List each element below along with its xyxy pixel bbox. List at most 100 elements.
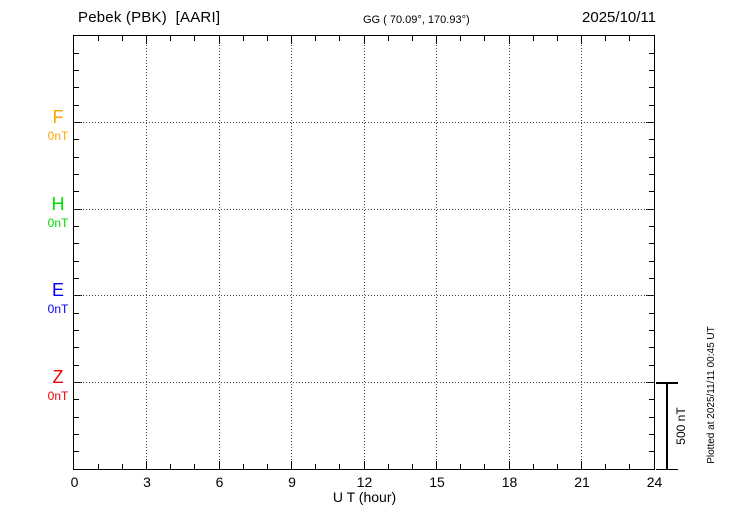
tick-bottom-18h: [508, 461, 510, 469]
tick-top-4h: [170, 36, 172, 41]
tick-right-17: [649, 329, 654, 331]
channel-label-Z: Z: [52, 366, 64, 387]
tick-right-16: [649, 312, 654, 314]
tick-right-18: [649, 347, 654, 349]
scale-bar-vertical-line: [666, 382, 668, 470]
tick-top-21h: [581, 36, 582, 44]
tick-bottom-4h: [170, 464, 172, 469]
gridline-vertical-3h: [146, 36, 147, 469]
scale-bar-bottom-line: [656, 468, 678, 470]
tick-left-4: [74, 104, 79, 106]
tick-left-21: [74, 399, 79, 401]
tick-left-17: [74, 329, 79, 331]
channel-zero-label-F: 0nT: [47, 129, 69, 144]
tick-left-22: [74, 416, 79, 418]
x-tick-label-0: 0: [70, 474, 79, 490]
tick-left-8: [74, 174, 79, 176]
tick-bottom-3h: [146, 461, 147, 469]
tick-bottom-11h: [339, 464, 341, 469]
tick-left-19: [74, 364, 79, 366]
tick-right-1: [649, 52, 654, 54]
gridline-vertical-12h: [363, 36, 365, 469]
tick-bottom-21h: [581, 461, 582, 469]
tick-bottom-23h: [629, 464, 631, 469]
tick-right-4: [649, 104, 654, 106]
tick-top-3h: [146, 36, 147, 44]
tick-left-3: [74, 87, 79, 89]
tick-top-2h: [121, 36, 123, 41]
tick-top-10h: [315, 36, 317, 41]
tick-left-1: [74, 52, 79, 54]
tick-right-14: [649, 277, 654, 279]
tick-left-11: [74, 226, 79, 228]
tick-bottom-22h: [605, 464, 607, 469]
tick-bottom-5h: [194, 464, 196, 469]
tick-bottom-8h: [266, 464, 268, 469]
tick-left-24: [74, 451, 79, 453]
channel-label-H: H: [51, 193, 65, 214]
tick-left-18: [74, 347, 79, 349]
gridline-vertical-6h: [218, 36, 220, 469]
x-tick-label-12: 12: [356, 474, 373, 490]
tick-top-22h: [605, 36, 607, 41]
tick-top-14h: [411, 36, 413, 41]
tick-bottom-17h: [484, 464, 486, 469]
tick-right-21: [649, 399, 654, 401]
plotted-at-note: Plotted at 2025/11/11 00:45 UT: [706, 326, 717, 464]
plot-date: 2025/10/11: [582, 9, 656, 26]
tick-bottom-15h: [436, 461, 437, 469]
tick-right-12: [649, 243, 654, 245]
tick-bottom-6h: [218, 461, 220, 469]
tick-top-17h: [484, 36, 486, 41]
tick-left-12: [74, 243, 79, 245]
tick-left-13: [74, 260, 79, 262]
plot-area: [73, 35, 655, 470]
tick-top-16h: [460, 36, 462, 41]
scale-bar-label: 500 nT: [674, 407, 688, 445]
station-title: Pebek (PBK) [AARI]: [78, 9, 221, 26]
tick-top-20h: [556, 36, 558, 41]
tick-right-8: [649, 174, 654, 176]
gridline-vertical-21h: [581, 36, 582, 469]
tick-left-14: [74, 277, 79, 279]
tick-top-1h: [97, 36, 99, 41]
tick-right-22: [649, 416, 654, 418]
channel-zero-label-Z: 0nT: [47, 388, 69, 403]
tick-right-6: [649, 139, 654, 141]
x-tick-label-9: 9: [288, 474, 296, 490]
gridline-vertical-9h: [291, 36, 292, 469]
tick-bottom-19h: [532, 464, 534, 469]
x-tick-label-15: 15: [429, 474, 445, 490]
tick-bottom-9h: [291, 461, 292, 469]
tick-left-2: [74, 70, 79, 72]
tick-left-6: [74, 139, 79, 141]
channel-zero-label-E: 0nT: [47, 302, 69, 317]
channel-label-F: F: [52, 107, 64, 128]
tick-right-19: [649, 364, 654, 366]
tick-top-19h: [532, 36, 534, 41]
tick-bottom-20h: [556, 464, 558, 469]
tick-top-13h: [387, 36, 389, 41]
tick-bottom-10h: [315, 464, 317, 469]
tick-top-6h: [218, 36, 220, 44]
gridline-vertical-18h: [508, 36, 510, 469]
x-tick-label-21: 21: [574, 474, 590, 490]
channel-zero-label-H: 0nT: [47, 215, 69, 230]
tick-left-9: [74, 191, 79, 193]
baseline-F: [74, 122, 654, 124]
baseline-H: [74, 208, 654, 210]
tick-bottom-13h: [387, 464, 389, 469]
tick-bottom-12h: [363, 461, 365, 469]
tick-top-8h: [266, 36, 268, 41]
tick-bottom-16h: [460, 464, 462, 469]
baseline-E: [74, 295, 654, 297]
tick-left-16: [74, 312, 79, 314]
tick-top-7h: [242, 36, 244, 41]
tick-right-7: [649, 156, 654, 158]
tick-left-7: [74, 156, 79, 158]
tick-top-5h: [194, 36, 196, 41]
tick-right-24: [649, 451, 654, 453]
tick-top-18h: [508, 36, 510, 44]
x-tick-label-3: 3: [143, 474, 151, 490]
